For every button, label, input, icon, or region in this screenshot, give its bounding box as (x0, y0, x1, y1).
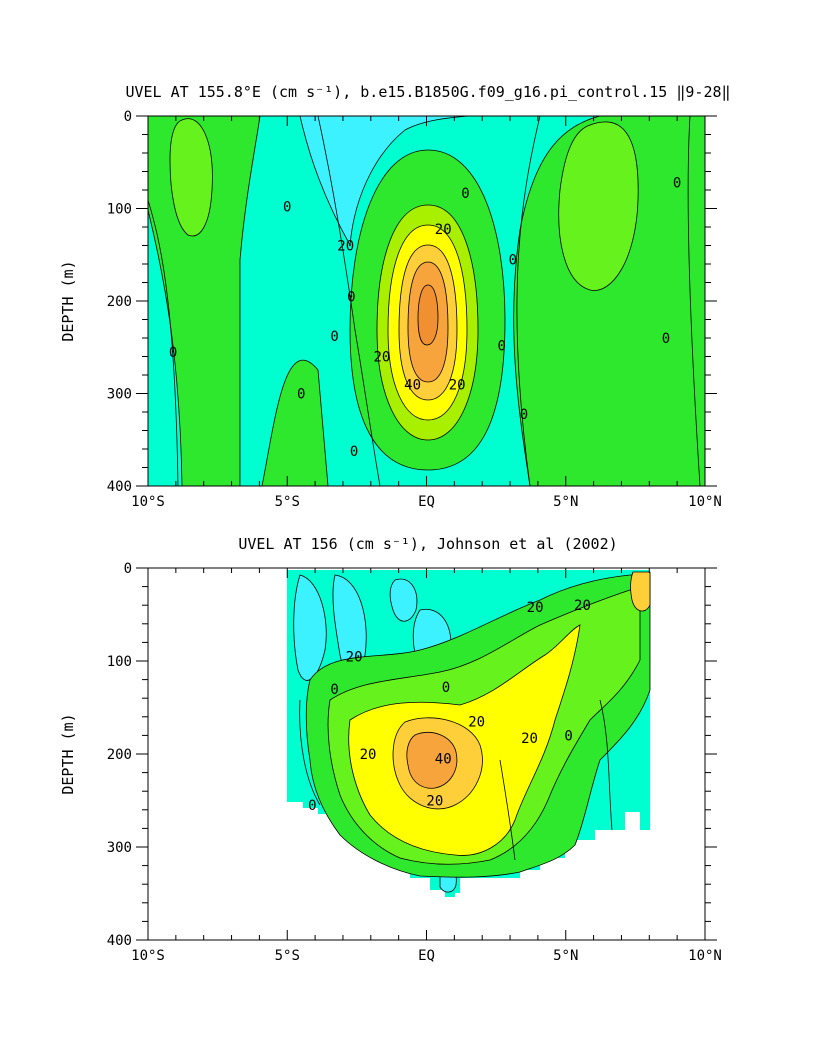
subsurface-max-east (558, 121, 639, 291)
contour-label: 20 (360, 747, 377, 763)
contour-label: 0 (442, 680, 450, 696)
y-tick-label: 0 (124, 561, 132, 577)
contour-line (687, 116, 701, 486)
chart-title-observed: UVEL AT 156 (cm s⁻¹), Johnson et al (200… (238, 535, 617, 553)
contour-label: 20 (435, 222, 452, 238)
contour-label: 0 (283, 200, 291, 216)
x-tick-label: 10°N (688, 948, 722, 964)
observation-section-panel: UVEL AT 156 (cm s⁻¹), Johnson et al (200… (59, 535, 722, 964)
y-tick-label: 300 (107, 840, 132, 856)
contour-label: 20 (449, 377, 466, 393)
y-tick-label: 400 (107, 479, 132, 495)
contour-label: 0 (297, 387, 305, 403)
axis-ticks-observed (136, 567, 717, 941)
contour-label: 0 (330, 329, 338, 345)
subsurface-max-west (169, 118, 213, 237)
contour-label: 20 (374, 350, 391, 366)
contour-label: 0 (662, 331, 670, 347)
contour-label: 40 (404, 377, 421, 393)
contour-line (317, 116, 381, 486)
y-tick-label: 100 (107, 654, 132, 670)
contour-label: 0 (169, 345, 177, 361)
y-axis-label-model: DEPTH (m) (59, 260, 77, 341)
y-tick-label: 0 (124, 109, 132, 125)
contour-label: 0 (308, 798, 316, 814)
contour-labels-model: 0 0 0 0 0 0 20 0 20 20 40 20 0 0 0 0 0 (169, 176, 682, 460)
x-tick-label: 5°N (553, 494, 578, 510)
contour-label: 20 (426, 794, 443, 810)
eastward-band-lower (261, 359, 329, 486)
y-tick-label: 400 (107, 933, 132, 949)
x-tick-label: 5°S (275, 948, 300, 964)
contour-label: 0 (673, 176, 681, 192)
y-tick-label: 100 (107, 202, 132, 218)
contour-fill-observed (287, 570, 651, 897)
undercurrent-core (417, 284, 439, 346)
contour-label: 20 (521, 731, 538, 747)
contour-line (499, 759, 516, 861)
contour-label: 40 (435, 752, 452, 768)
x-tick-label: 10°S (131, 494, 165, 510)
contour-label: 0 (497, 338, 505, 354)
contour-line (299, 699, 321, 806)
y-tick-label: 200 (107, 294, 132, 310)
y-axis-label-observed: DEPTH (m) (59, 713, 77, 794)
chart-title-model: UVEL AT 155.8°E (cm s⁻¹), b.e15.B1850G.f… (125, 83, 730, 101)
contour-label: 0 (564, 728, 572, 744)
x-tick-label: 5°N (553, 948, 578, 964)
contour-label: 0 (520, 407, 528, 423)
contour-label: 0 (461, 186, 469, 202)
contour-label: 20 (337, 239, 354, 255)
contour-line (148, 199, 179, 486)
contour-line (599, 699, 613, 831)
contour-line (516, 116, 541, 486)
contour-label: 0 (509, 252, 517, 268)
contour-label: 0 (347, 289, 355, 305)
x-tick-label: EQ (418, 948, 435, 964)
contour-label: 20 (574, 598, 591, 614)
westward-band (299, 116, 471, 247)
x-tick-label: 5°S (275, 494, 300, 510)
contour-label: 0 (350, 444, 358, 460)
contour-label: 0 (330, 682, 338, 698)
surface-patch-east (630, 571, 651, 612)
x-tick-label: 10°S (131, 948, 165, 964)
model-section-panel: UVEL AT 155.8°E (cm s⁻¹), b.e15.B1850G.f… (59, 83, 731, 510)
contour-label: 20 (527, 600, 544, 616)
contour-labels-observed: 20 0 0 20 20 40 20 20 20 20 0 0 (308, 598, 591, 814)
y-tick-label: 200 (107, 747, 132, 763)
contour-label: 20 (346, 649, 363, 665)
axis-ticks-model (136, 115, 717, 487)
contour-fill-model (148, 116, 705, 486)
x-tick-label: 10°N (688, 494, 722, 510)
y-tick-label: 300 (107, 387, 132, 403)
x-tick-label: EQ (418, 494, 435, 510)
undercurrent-core (406, 731, 458, 789)
contour-label: 20 (468, 714, 485, 730)
westward-patch (389, 578, 418, 622)
